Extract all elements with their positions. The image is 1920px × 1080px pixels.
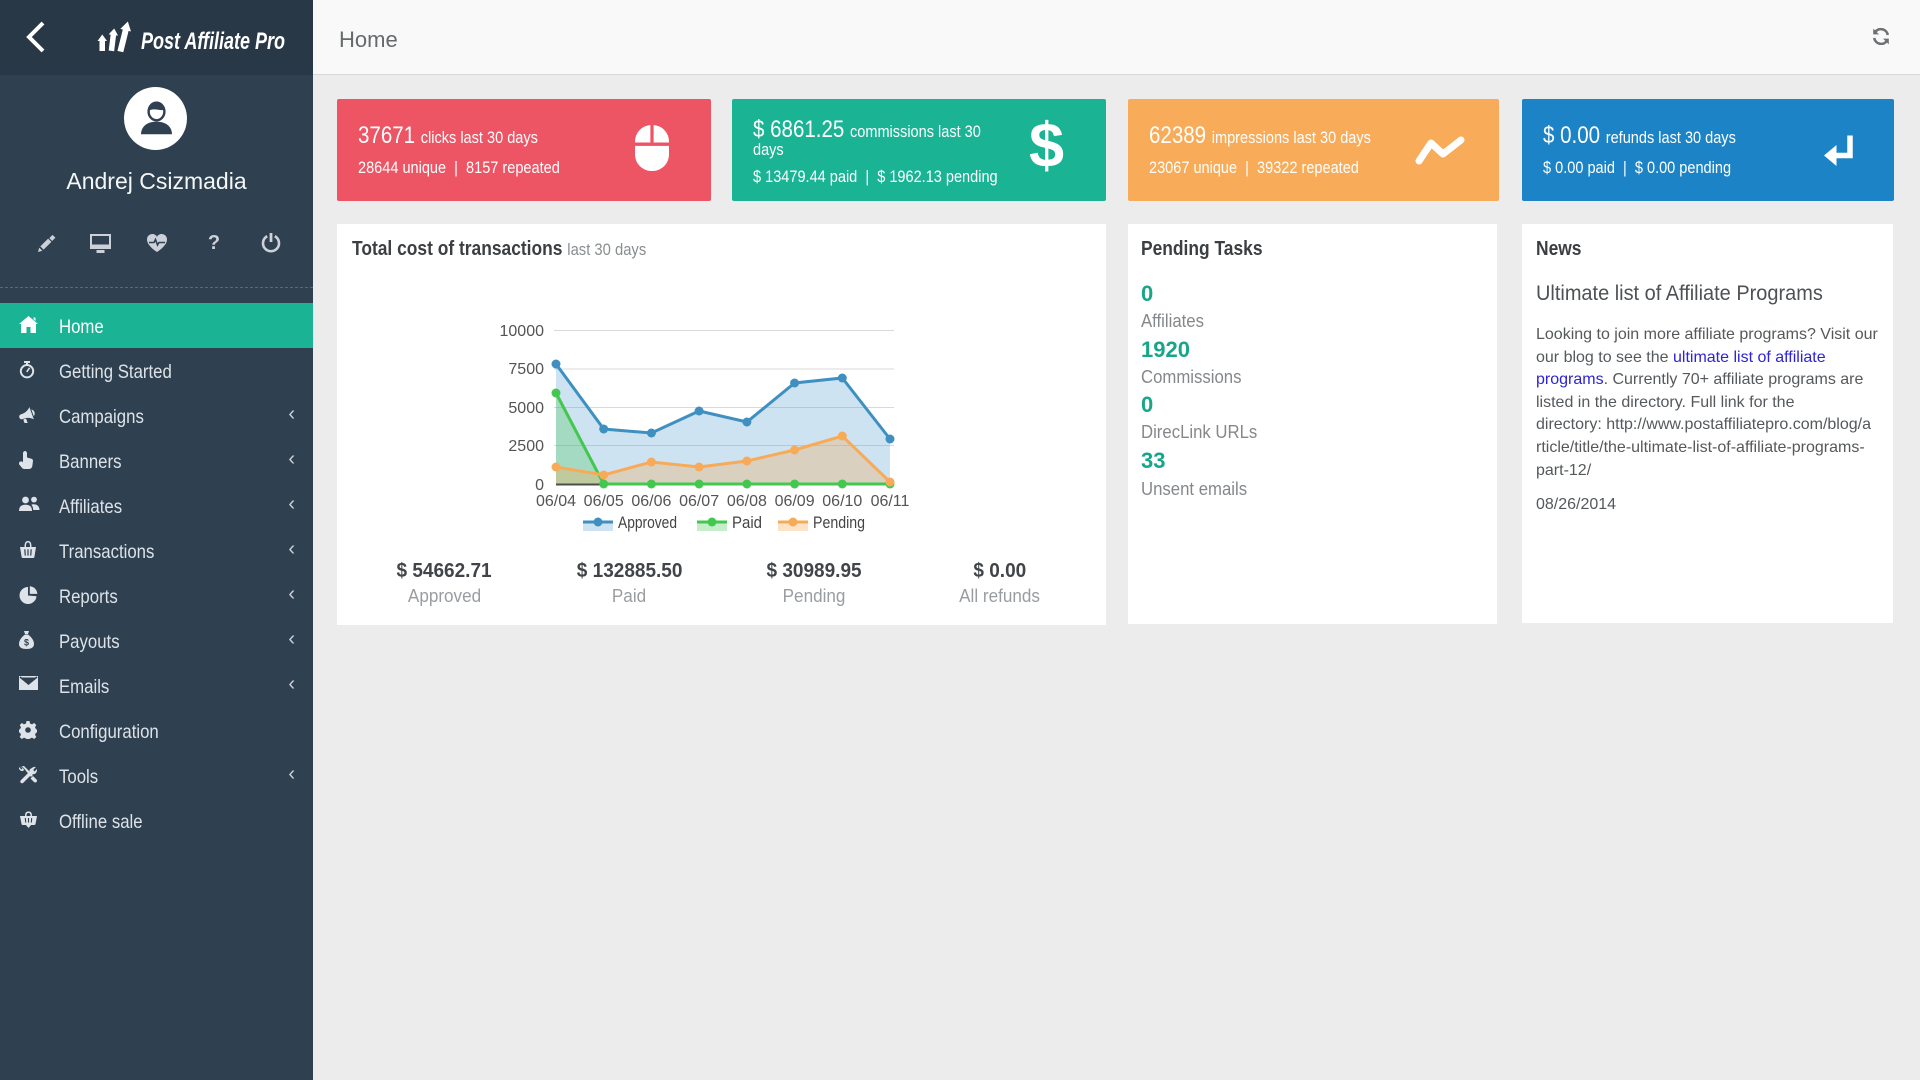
svg-text:06/06: 06/06 bbox=[631, 493, 671, 510]
svg-text:06/07: 06/07 bbox=[679, 493, 719, 510]
svg-text:?: ? bbox=[208, 232, 220, 254]
svg-text:06/09: 06/09 bbox=[775, 493, 815, 510]
svg-text:7500: 7500 bbox=[508, 361, 544, 378]
svg-text:06/08: 06/08 bbox=[727, 493, 767, 510]
svg-text:06/11: 06/11 bbox=[871, 493, 910, 510]
svg-text:06/05: 06/05 bbox=[584, 493, 624, 510]
svg-text:06/04: 06/04 bbox=[536, 493, 576, 510]
svg-text:$: $ bbox=[24, 638, 29, 648]
svg-text:0: 0 bbox=[535, 477, 544, 494]
svg-text:10000: 10000 bbox=[500, 323, 545, 340]
svg-text:5000: 5000 bbox=[508, 400, 544, 417]
svg-text:Pending: Pending bbox=[813, 514, 865, 532]
svg-text:06/10: 06/10 bbox=[822, 493, 862, 510]
svg-text:2500: 2500 bbox=[508, 438, 544, 455]
svg-text:Approved: Approved bbox=[618, 514, 677, 532]
svg-text:Paid: Paid bbox=[732, 514, 762, 532]
